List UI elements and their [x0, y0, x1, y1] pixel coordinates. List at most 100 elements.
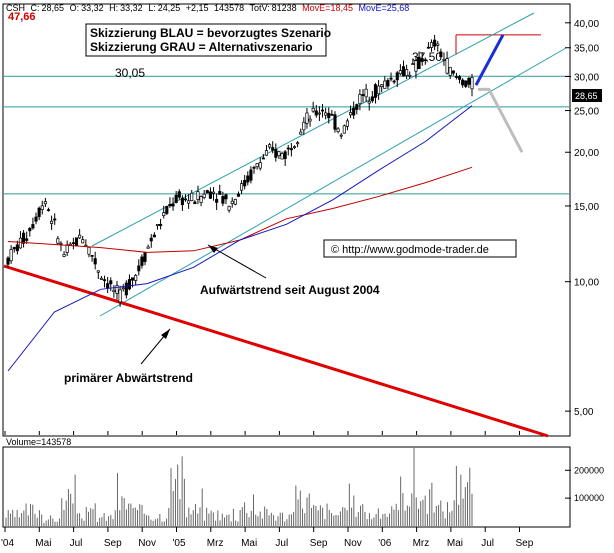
candle-body — [6, 257, 10, 265]
candle-body — [317, 112, 321, 115]
candle-body — [211, 191, 216, 194]
price-tick-label: 15,00 — [574, 202, 599, 213]
header-close-label: C: — [31, 3, 40, 13]
candle-body — [96, 270, 100, 273]
time-tick-label: '04 — [1, 538, 14, 549]
candle-body — [230, 200, 234, 204]
candle-body — [233, 198, 237, 205]
candle-body — [171, 203, 175, 207]
header-open: 33,32 — [81, 3, 104, 13]
time-tick-label: Nov — [344, 538, 362, 549]
candle-body — [28, 227, 32, 232]
candle-body — [215, 199, 219, 203]
horizontal-support-lines — [4, 34, 569, 195]
candle-body — [255, 163, 259, 168]
volume-title: Volume=143578 — [6, 437, 71, 447]
candle-body — [240, 183, 244, 191]
candle-body — [112, 289, 116, 293]
candle-body — [367, 101, 371, 104]
candle-body — [405, 69, 409, 77]
candle-body — [442, 59, 446, 61]
candle-body — [46, 209, 51, 211]
price-tick-label: 10,00 — [574, 278, 599, 289]
candlesticks — [6, 34, 474, 307]
candle-body — [330, 113, 334, 116]
candle-body — [386, 80, 390, 87]
candle-body — [433, 39, 437, 47]
price-tick-label: 35,00 — [574, 44, 599, 55]
candle-body — [131, 277, 135, 281]
price-label-30-05: 30,05 — [115, 66, 145, 80]
copyright-text: © http://www.godmode-trader.de — [331, 244, 489, 256]
candle-body — [277, 151, 281, 157]
candle-body — [137, 265, 141, 272]
candle-body — [299, 131, 303, 135]
scenario-grey-arrow — [478, 87, 524, 153]
header-move1-label: MovE= — [302, 3, 330, 13]
volume-bars — [5, 448, 473, 526]
candle-body — [364, 88, 368, 98]
price-label-37-50: 37,50 — [412, 50, 442, 64]
candle-body — [457, 76, 462, 80]
price-tick-label: 30,00 — [574, 73, 599, 84]
candle-body — [342, 125, 346, 134]
candle-body — [280, 153, 284, 160]
candle-body — [196, 191, 200, 200]
volume-axis-ticks: 200000 100000 — [565, 465, 604, 503]
candle-body — [461, 79, 465, 86]
candle-body — [227, 206, 231, 211]
candle-body — [380, 84, 384, 88]
candle-body — [467, 77, 471, 85]
header-move2-label: MovE= — [358, 3, 386, 13]
candle-body — [243, 180, 247, 187]
time-tick-label: Jul — [70, 538, 83, 549]
header: CSH C: 28,65 O: 33,32 H: 33,32 L: 24,25 +2,1… — [6, 3, 409, 23]
candle-body — [408, 74, 412, 77]
header-high: 33,32 — [120, 3, 143, 13]
candle-body — [289, 148, 293, 151]
time-tick-label: Mai — [241, 538, 257, 549]
moving-averages — [7, 105, 473, 372]
candle-body — [439, 51, 443, 58]
price-axis-ticks: 40,00 35,00 30,00 25,00 20,00 15,00 10,00 5,00 — [565, 19, 599, 418]
candle-body — [420, 58, 424, 62]
candle-body — [401, 66, 406, 77]
candle-body — [155, 224, 160, 226]
candle-body — [383, 80, 387, 89]
candle-body — [53, 218, 57, 221]
annotation-uptrend: Aufwärtstrend seit August 2004 — [200, 283, 380, 297]
candle-body — [174, 194, 178, 203]
candle-body — [296, 142, 300, 145]
candle-body — [34, 216, 38, 222]
annotation-downtrend-arrowhead — [161, 329, 170, 339]
candle-body — [392, 80, 396, 83]
candle-body — [445, 58, 449, 74]
candle-body — [152, 234, 156, 238]
time-tick-label: Mai — [447, 538, 463, 549]
candle-body — [417, 56, 421, 70]
candle-body — [199, 196, 203, 203]
time-tick-label: '06 — [378, 538, 391, 549]
header-volume: 143578 — [214, 3, 244, 13]
candle-body — [193, 201, 197, 205]
time-axis-labels: '04 Mai Jul Sep Nov '05 Mrz Mai Jul Sep Nov '06 Mrz M… — [1, 431, 534, 549]
candle-body — [12, 247, 16, 250]
candle-body — [249, 169, 253, 181]
time-tick-label: Nov — [138, 538, 156, 549]
candle-body — [426, 46, 430, 49]
candle-body — [31, 224, 35, 229]
candle-body — [370, 96, 374, 102]
candle-body — [395, 72, 399, 81]
candle-body — [314, 110, 318, 116]
candle-body — [159, 223, 163, 227]
candle-body — [84, 244, 88, 247]
scenario-arrows — [474, 34, 524, 153]
candle-body — [436, 43, 440, 46]
candle-body — [99, 277, 103, 280]
legend-line-blue: Skizzierung BLAU = bevorzugtes Szenario — [90, 26, 331, 40]
header-totv-label: TotV: — [249, 3, 269, 13]
time-tick-label: Jul — [481, 538, 494, 549]
moving-average-line — [7, 105, 473, 372]
